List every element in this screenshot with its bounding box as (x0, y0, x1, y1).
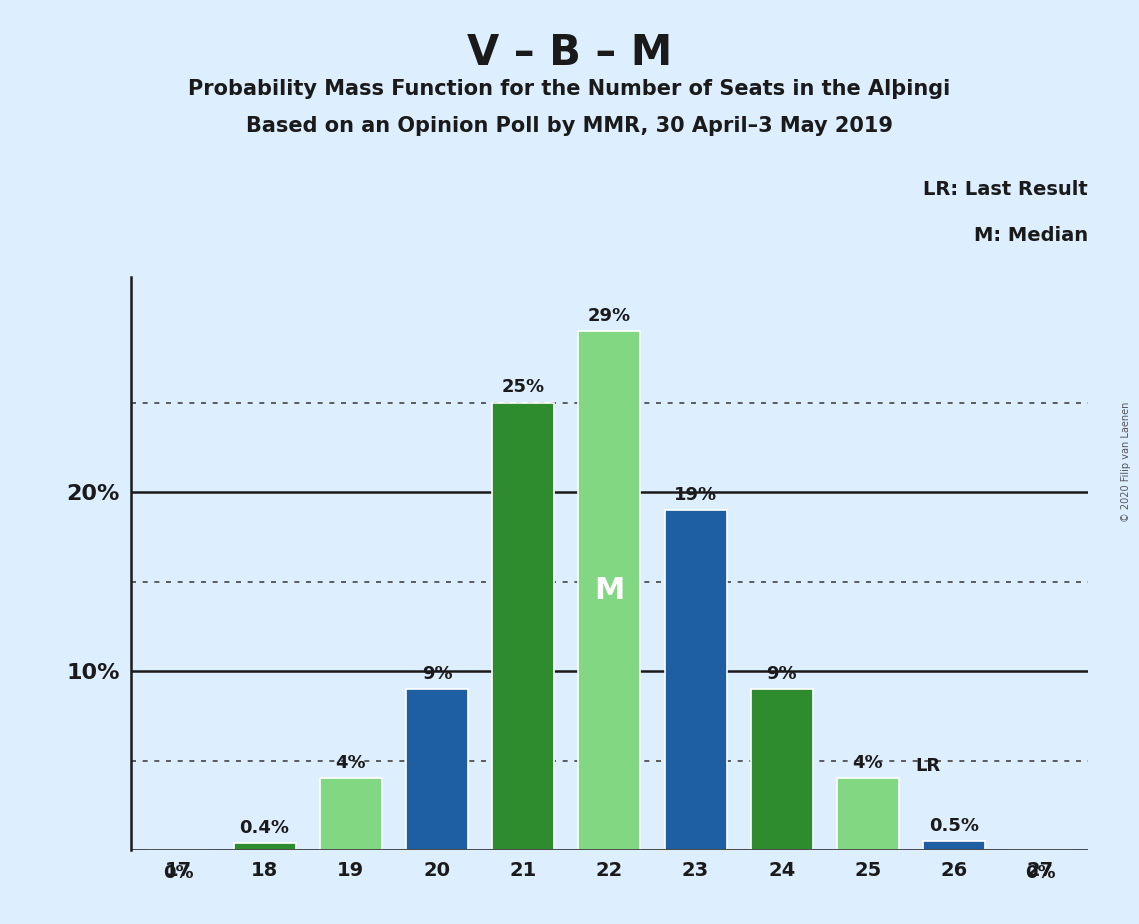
Text: 29%: 29% (588, 307, 631, 324)
Text: 9%: 9% (767, 664, 797, 683)
Text: 9%: 9% (421, 664, 452, 683)
Bar (320, 778, 382, 850)
Text: Probability Mass Function for the Number of Seats in the Alþingi: Probability Mass Function for the Number… (188, 79, 951, 99)
Text: 0%: 0% (163, 865, 194, 882)
Bar (405, 689, 468, 850)
Text: LR: Last Result: LR: Last Result (923, 180, 1088, 199)
Bar (664, 510, 727, 850)
Bar (751, 689, 813, 850)
Bar (837, 778, 899, 850)
Text: 0.5%: 0.5% (929, 817, 980, 835)
Text: 4%: 4% (853, 754, 883, 772)
Bar (579, 331, 640, 850)
Text: M: Median: M: Median (974, 225, 1088, 245)
Text: 0%: 0% (1025, 865, 1056, 882)
Text: LR: LR (916, 757, 941, 775)
Text: V – B – M: V – B – M (467, 32, 672, 74)
Text: 0.4%: 0.4% (239, 819, 289, 836)
Text: 4%: 4% (336, 754, 366, 772)
Bar (492, 403, 555, 850)
Bar (233, 843, 296, 850)
Text: 25%: 25% (501, 378, 544, 396)
Text: Based on an Opinion Poll by MMR, 30 April–3 May 2019: Based on an Opinion Poll by MMR, 30 Apri… (246, 116, 893, 136)
Bar (923, 841, 985, 850)
Text: M: M (595, 576, 624, 605)
Text: 19%: 19% (674, 486, 718, 504)
Text: © 2020 Filip van Laenen: © 2020 Filip van Laenen (1121, 402, 1131, 522)
